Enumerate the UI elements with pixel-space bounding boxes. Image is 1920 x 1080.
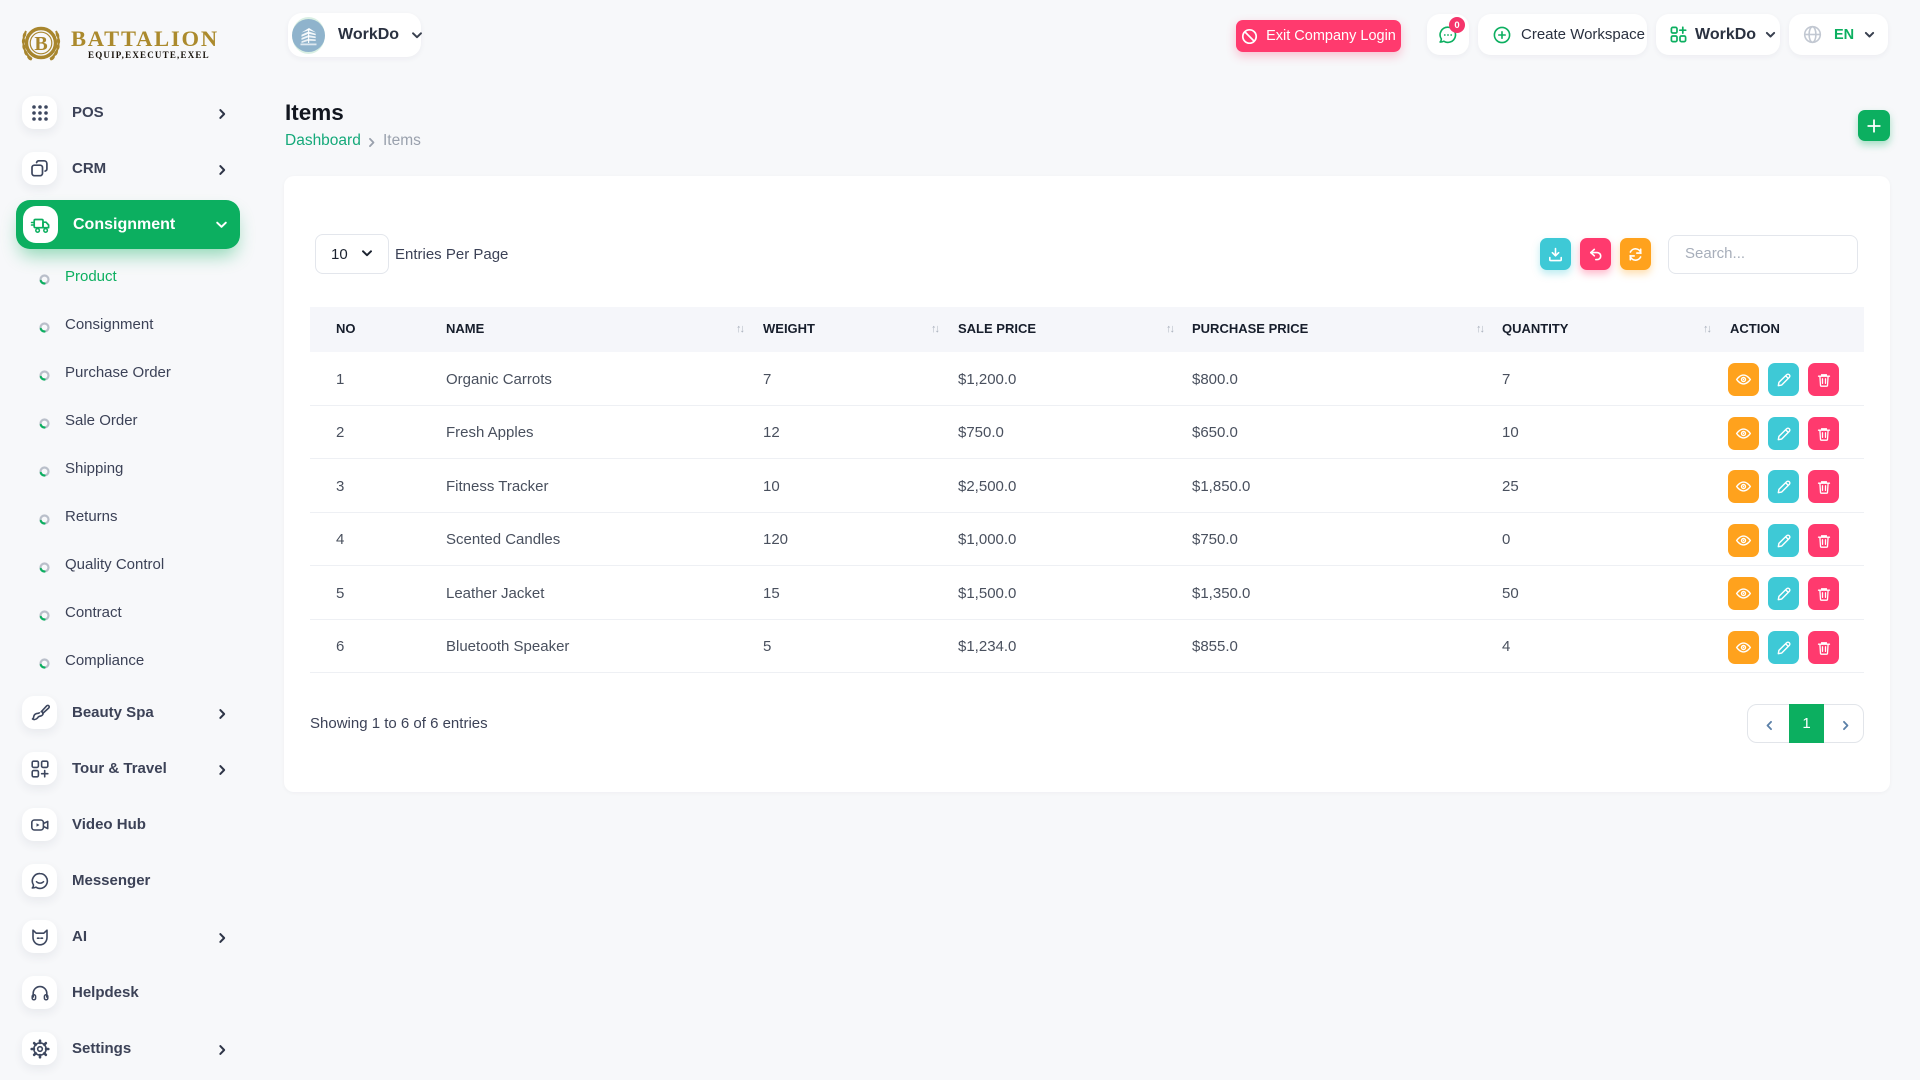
svg-text:B: B: [34, 33, 47, 55]
